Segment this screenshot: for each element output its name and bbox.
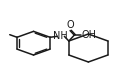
Text: OH: OH [82,30,97,40]
Text: NH: NH [53,31,68,41]
Text: O: O [66,20,74,30]
